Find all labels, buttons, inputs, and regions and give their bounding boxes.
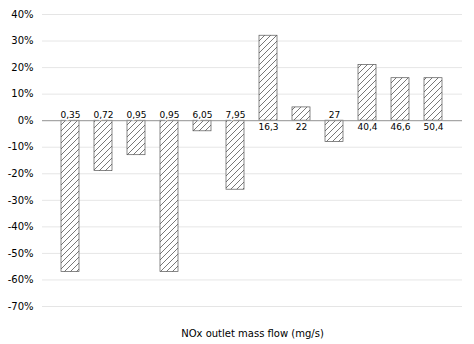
svg-text:40%: 40% bbox=[11, 9, 33, 20]
svg-text:50,4: 50,4 bbox=[423, 122, 443, 132]
svg-text:0,72: 0,72 bbox=[93, 110, 113, 120]
svg-text:30%: 30% bbox=[11, 35, 33, 46]
svg-text:-40%: -40% bbox=[8, 221, 34, 232]
svg-text:-30%: -30% bbox=[8, 195, 34, 206]
svg-text:0,95: 0,95 bbox=[159, 110, 179, 120]
svg-text:-10%: -10% bbox=[8, 141, 34, 152]
svg-text:NOx outlet mass flow (mg/s): NOx outlet mass flow (mg/s) bbox=[181, 328, 324, 339]
svg-text:40,4: 40,4 bbox=[357, 122, 377, 132]
svg-text:10%: 10% bbox=[11, 88, 33, 99]
svg-text:22: 22 bbox=[296, 122, 307, 132]
svg-text:16,3: 16,3 bbox=[258, 122, 278, 132]
svg-text:-50%: -50% bbox=[8, 248, 34, 259]
svg-text:0,35: 0,35 bbox=[60, 110, 80, 120]
svg-text:-60%: -60% bbox=[8, 274, 34, 285]
svg-text:7,95: 7,95 bbox=[225, 110, 245, 120]
svg-text:6,05: 6,05 bbox=[192, 110, 212, 120]
svg-text:-20%: -20% bbox=[8, 168, 34, 179]
svg-text:0,95: 0,95 bbox=[126, 110, 146, 120]
svg-text:46,6: 46,6 bbox=[390, 122, 410, 132]
svg-text:20%: 20% bbox=[11, 62, 33, 73]
svg-text:0%: 0% bbox=[18, 115, 34, 126]
svg-text:27: 27 bbox=[329, 110, 340, 120]
svg-text:-70%: -70% bbox=[8, 301, 34, 312]
